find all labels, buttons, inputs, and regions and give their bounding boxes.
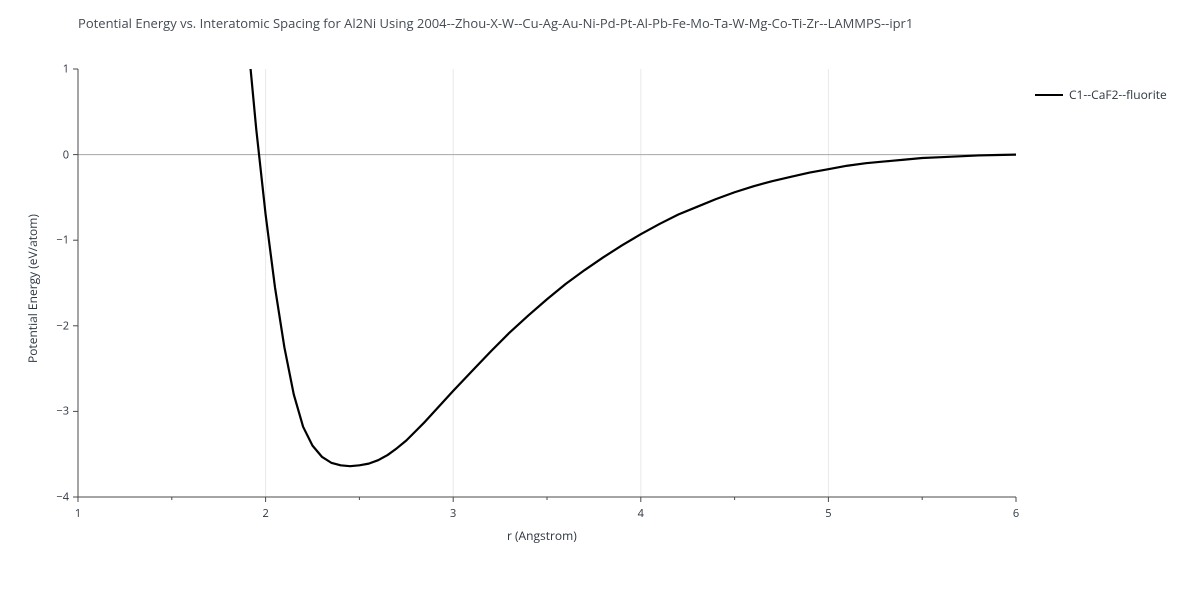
axis-tick-label: 1: [63, 62, 69, 77]
x-axis-label: r (Angstrom): [507, 527, 577, 544]
axis-tick-label: −3: [56, 404, 69, 419]
legend-label: C1--CaF2--fluorite: [1069, 86, 1167, 103]
axis-tick-label: 4: [638, 506, 644, 521]
axis-tick-label: −4: [56, 490, 69, 505]
axis-tick-label: −2: [56, 318, 69, 333]
axis-tick-label: 5: [825, 506, 831, 521]
axis-tick-label: 3: [450, 506, 456, 521]
chart-svg: [0, 0, 1200, 600]
axis-tick-label: 6: [1013, 506, 1019, 521]
y-axis-label: Potential Energy (eV/atom): [24, 214, 41, 363]
axis-tick-label: 0: [63, 147, 69, 162]
legend: C1--CaF2--fluorite: [1035, 86, 1167, 103]
legend-swatch: [1035, 94, 1063, 96]
axis-tick-label: 1: [75, 506, 81, 521]
chart-title: Potential Energy vs. Interatomic Spacing…: [78, 14, 913, 32]
axis-tick-label: 2: [262, 506, 268, 521]
axis-tick-label: −1: [56, 233, 69, 248]
